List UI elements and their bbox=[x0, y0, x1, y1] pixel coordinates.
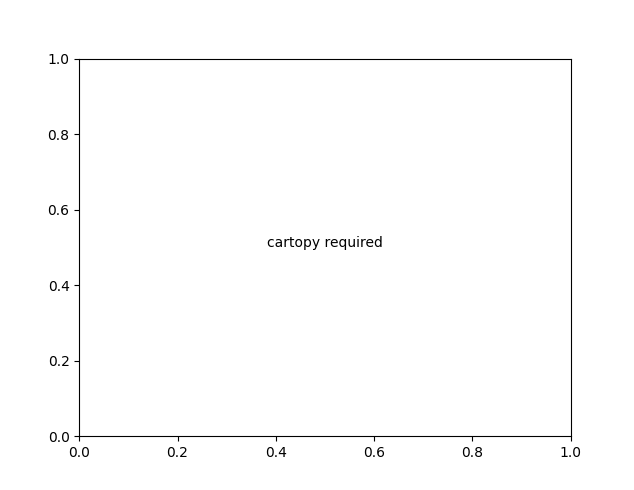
Text: cartopy required: cartopy required bbox=[267, 237, 383, 250]
